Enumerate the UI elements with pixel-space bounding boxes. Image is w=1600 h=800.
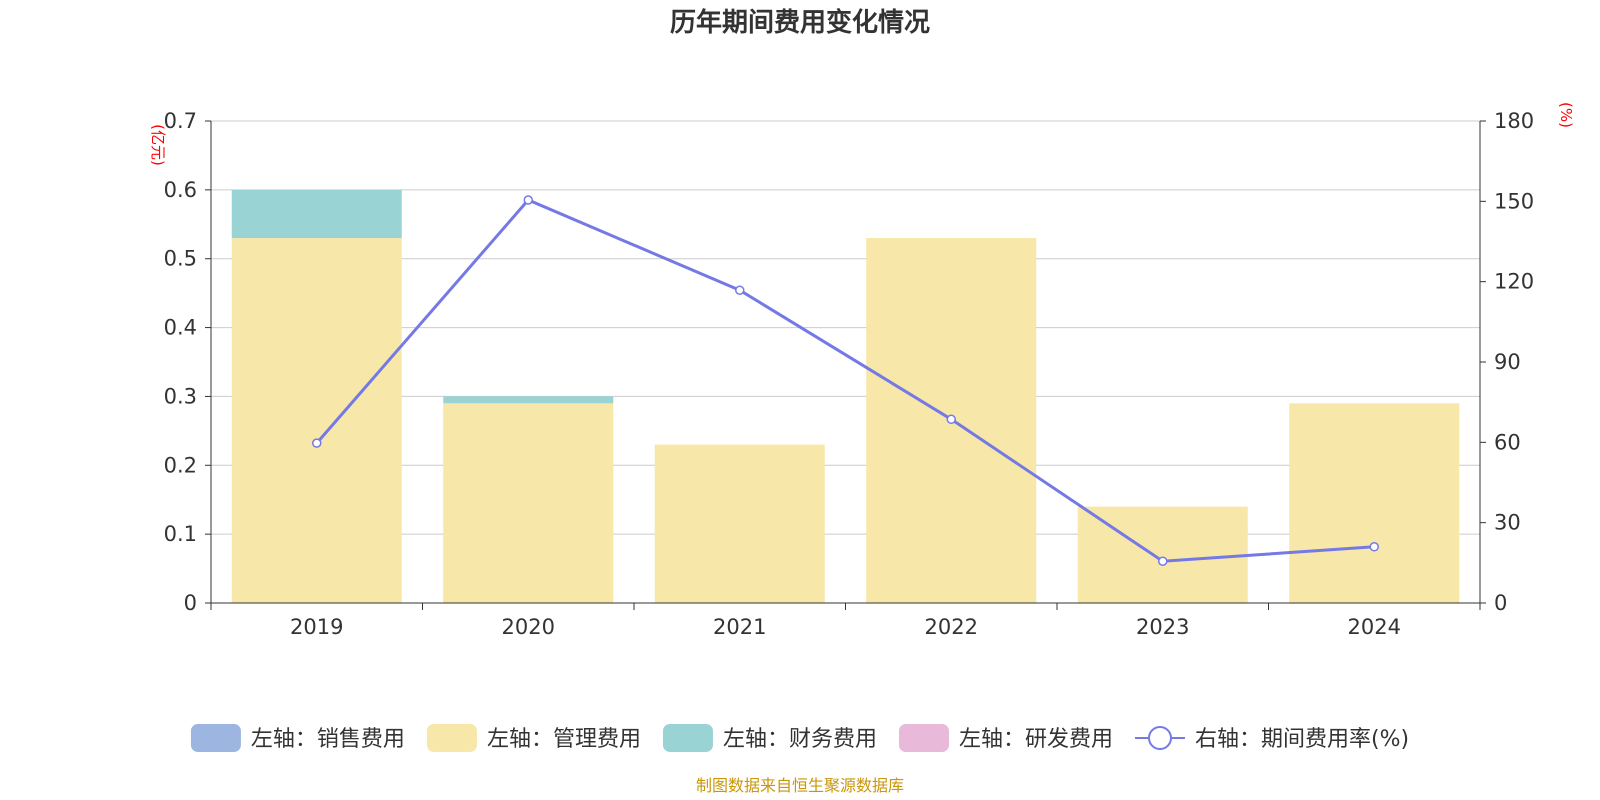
right-tick-label: 30 bbox=[1494, 511, 1521, 535]
legend-item[interactable]: 左轴：财务费用 bbox=[662, 724, 877, 752]
bars bbox=[231, 189, 1460, 604]
legend-swatch bbox=[662, 724, 713, 752]
rate-point bbox=[1369, 542, 1379, 552]
bar-2020 bbox=[443, 403, 614, 603]
legend-swatch bbox=[426, 724, 477, 752]
bar-2019 bbox=[231, 189, 402, 239]
legend-label: 左轴：管理费用 bbox=[487, 727, 641, 752]
left-tick-label: 0.7 bbox=[164, 109, 197, 133]
rate-point bbox=[1158, 556, 1168, 566]
legend-item[interactable]: 左轴：管理费用 bbox=[426, 724, 641, 752]
left-tick-label: 0.1 bbox=[164, 522, 197, 546]
left-axis-unit: (亿元) bbox=[149, 124, 167, 166]
right-tick-label: 120 bbox=[1494, 270, 1534, 294]
right-tick-label: 180 bbox=[1494, 109, 1534, 133]
left-tick-label: 0 bbox=[184, 591, 197, 615]
rate-point bbox=[312, 438, 322, 448]
left-tick-label: 0.6 bbox=[164, 178, 197, 202]
gridlines bbox=[211, 120, 1480, 535]
legend-swatch bbox=[190, 724, 241, 752]
axes: 0 0.1 0.2 0.3 0.4 0.5 0.6 0.7 0 30 60 90 120 150 180 20… bbox=[164, 109, 1535, 639]
right-axis-unit: (%) bbox=[1557, 102, 1575, 128]
right-tick-label: 60 bbox=[1494, 430, 1521, 454]
bar-2020 bbox=[443, 396, 614, 404]
right-tick-label: 0 bbox=[1494, 591, 1507, 615]
x-tick-label: 2023 bbox=[1136, 615, 1189, 639]
left-tick-label: 0.4 bbox=[164, 316, 197, 340]
rate-point bbox=[946, 414, 956, 425]
rate-point bbox=[735, 285, 745, 295]
legend-item[interactable]: 左轴：研发费用 bbox=[898, 724, 1113, 752]
x-tick-label: 2022 bbox=[925, 615, 978, 639]
right-tick-label: 150 bbox=[1494, 189, 1534, 213]
legend-label: 左轴：财务费用 bbox=[723, 727, 877, 752]
data-source-note: 制图数据来自恒生聚源数据库 bbox=[696, 776, 904, 795]
x-tick-label: 2024 bbox=[1348, 615, 1401, 639]
legend-marker bbox=[1147, 726, 1172, 750]
x-tick-label: 2019 bbox=[290, 615, 343, 639]
legend-swatch bbox=[898, 724, 949, 752]
x-tick-label: 2021 bbox=[713, 615, 766, 639]
legend[interactable]: 左轴：销售费用 左轴：管理费用 左轴：财务费用 左轴：研发费用 右轴：期间费用率(%) bbox=[190, 724, 1409, 752]
left-tick-label: 0.5 bbox=[164, 247, 197, 271]
rate-point bbox=[523, 195, 533, 205]
legend-label: 左轴：研发费用 bbox=[959, 727, 1113, 752]
chart-title: 历年期间费用变化情况 bbox=[670, 7, 930, 38]
right-tick-label: 90 bbox=[1494, 350, 1521, 374]
legend-label: 右轴：期间费用率(%) bbox=[1195, 727, 1409, 752]
left-tick-label: 0.2 bbox=[164, 453, 197, 477]
bar-2019 bbox=[231, 238, 402, 604]
rate-line bbox=[312, 195, 1379, 566]
bar-2024 bbox=[1289, 403, 1460, 603]
legend-item[interactable]: 左轴：销售费用 bbox=[190, 724, 405, 752]
x-tick-label: 2020 bbox=[502, 615, 555, 639]
legend-label: 左轴：销售费用 bbox=[251, 727, 405, 752]
left-tick-label: 0.3 bbox=[164, 384, 197, 408]
bar-2021 bbox=[654, 444, 825, 603]
legend-item[interactable]: 右轴：期间费用率(%) bbox=[1134, 726, 1409, 752]
rate-line-path bbox=[315, 198, 1375, 563]
